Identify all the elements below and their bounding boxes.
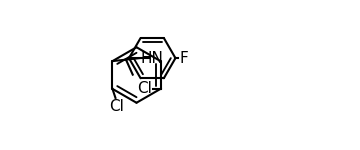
Text: F: F — [179, 51, 188, 66]
Text: Cl: Cl — [138, 81, 152, 96]
Text: HN: HN — [140, 51, 163, 66]
Text: Cl: Cl — [109, 99, 123, 114]
